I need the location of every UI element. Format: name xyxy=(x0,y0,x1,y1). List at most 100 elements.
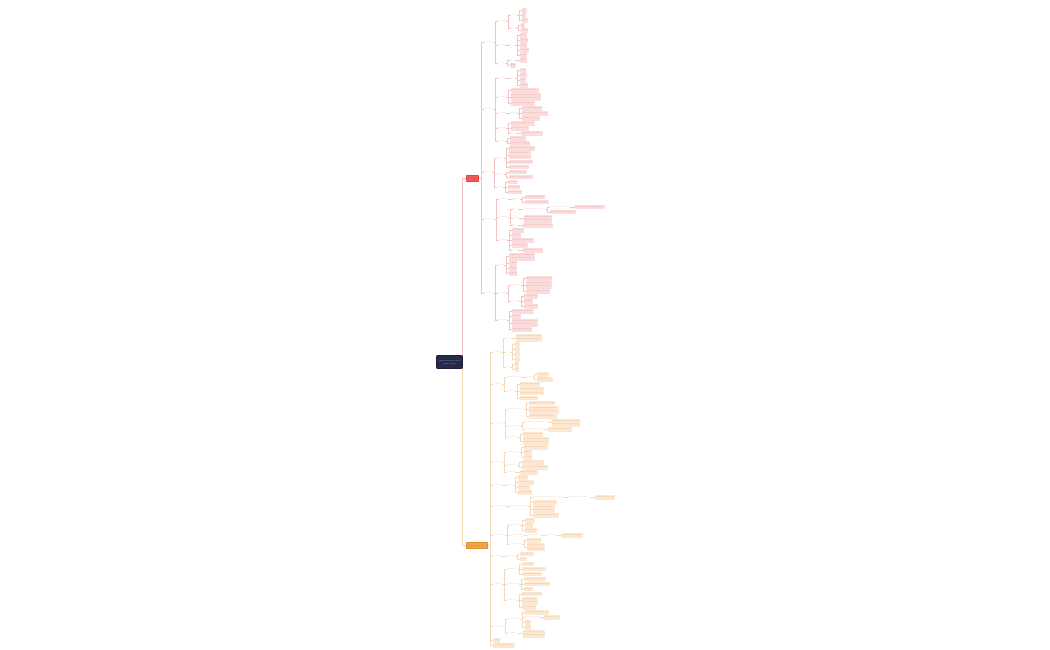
mind-node[interactable]: — — — xyxy=(507,470,515,474)
mind-node[interactable]: — — — xyxy=(508,435,516,439)
mind-leaf-node[interactable]: — — — xyxy=(509,266,517,271)
mind-leaf-node[interactable]: — — — — — xyxy=(508,189,522,195)
mind-leaf-node[interactable]: — — — — — — — — xyxy=(511,101,535,107)
mind-leaf-node[interactable]: — — — — — — — — — xyxy=(524,581,550,587)
mind-node[interactable]: — — — — — xyxy=(507,374,521,378)
mind-leaf-node[interactable]: — — — — — — — — xyxy=(525,199,549,205)
mind-node[interactable]: — — xyxy=(513,216,519,220)
mind-leaf-node[interactable]: — — — xyxy=(518,475,528,480)
mind-node[interactable]: — — xyxy=(506,364,509,370)
mind-node[interactable]: — — — — xyxy=(508,617,519,621)
mind-node[interactable]: — — xyxy=(507,482,513,486)
mind-leaf-node[interactable]: — — — — — — — — xyxy=(526,289,550,294)
mind-leaf-node[interactable]: — — xyxy=(493,638,500,643)
mind-node[interactable]: — — — xyxy=(484,290,492,294)
mind-leaf-node[interactable]: — — — — — — xyxy=(511,126,529,132)
mind-leaf-node[interactable]: — — — xyxy=(520,48,529,53)
mind-node[interactable]: — — — xyxy=(508,631,516,635)
mind-leaf-node[interactable]: — — — — — — — — xyxy=(533,500,557,505)
mind-leaf-node[interactable]: — — — — — — — — — — — — — — — xyxy=(523,629,545,638)
mind-node[interactable]: — — xyxy=(511,13,517,17)
mind-leaf-node[interactable]: — — — — — xyxy=(522,604,536,610)
mind-node[interactable]: — — xyxy=(513,197,519,201)
mind-leaf-node[interactable]: — — — — — — — — — xyxy=(522,465,548,470)
mind-node[interactable]: — — — xyxy=(484,170,492,174)
mind-node[interactable]: — — — — — xyxy=(508,407,522,411)
mind-node[interactable]: — — — xyxy=(493,482,501,486)
mind-leaf-node[interactable]: — — — — — — xyxy=(520,470,538,475)
mind-leaf-node[interactable]: — — — — — — — — — — xyxy=(523,222,553,228)
mind-leaf-node[interactable]: — — — — — xyxy=(524,294,538,299)
mind-leaf-node[interactable]: — — — — — xyxy=(518,480,534,485)
mind-node[interactable]: — — xyxy=(498,262,504,266)
mind-leaf-node[interactable]: — — — — — xyxy=(520,551,534,557)
mind-node[interactable]: — — — xyxy=(499,214,507,218)
mind-leaf-node[interactable]: — — — — xyxy=(508,184,520,190)
mind-node[interactable]: — — xyxy=(511,111,517,115)
mind-node[interactable]: — — — xyxy=(546,533,554,537)
mind-leaf-node[interactable]: — — — — — — — xyxy=(510,141,530,147)
mind-leaf-node[interactable]: — — xyxy=(520,73,527,78)
mind-leaf-node[interactable]: — — — — — — — xyxy=(522,591,542,597)
mind-leaf-node[interactable]: — — — — — — — xyxy=(522,571,542,577)
mind-node[interactable]: — — — xyxy=(498,318,506,322)
mind-node[interactable]: — — — — — — — xyxy=(523,207,543,211)
mind-node[interactable]: — — xyxy=(526,374,532,378)
mind-node[interactable]: — — — — — xyxy=(510,533,524,537)
mind-node[interactable]: — — xyxy=(513,222,516,228)
orange-branch-node[interactable]: ——— —— —— xyxy=(466,542,488,549)
mind-leaf-node[interactable]: — — — — — — — — — — — — — — — — — xyxy=(516,334,542,343)
mind-leaf-node[interactable]: — — — — — — — — — xyxy=(511,88,539,93)
mind-leaf-node[interactable]: — — — — — xyxy=(518,490,532,495)
mind-leaf-node[interactable]: — — — — — — — — xyxy=(509,159,533,165)
mind-node[interactable]: — — — xyxy=(507,389,515,392)
mind-node[interactable]: — — — xyxy=(498,94,506,98)
mind-leaf-node[interactable]: — — xyxy=(525,619,531,625)
mind-node[interactable]: — — — xyxy=(498,19,506,23)
mind-node[interactable]: — — — — — — — xyxy=(525,420,545,424)
central-topic-node[interactable]: —— ——— —— —— —— xyxy=(436,355,463,369)
mind-node[interactable]: — — xyxy=(497,172,503,176)
mind-leaf-node[interactable]: — — xyxy=(520,53,527,58)
mind-leaf-node[interactable]: — — — — — — — xyxy=(561,533,583,539)
mind-leaf-node[interactable]: — — xyxy=(515,352,520,358)
mind-leaf-node[interactable]: — — — xyxy=(509,271,517,276)
mind-node[interactable]: — — — — xyxy=(493,532,504,536)
mind-leaf-node[interactable]: — — — — — — — xyxy=(521,131,543,137)
mind-leaf-node[interactable]: — — xyxy=(520,68,526,73)
mind-node[interactable]: — — xyxy=(506,335,509,341)
mind-leaf-node[interactable]: — — — — — — xyxy=(520,395,538,401)
mind-leaf-node[interactable]: — — — — — — — xyxy=(523,247,543,253)
mind-leaf-node[interactable]: — — — — — — — xyxy=(524,576,546,582)
mind-leaf-node[interactable]: — — — xyxy=(525,518,535,524)
mind-node[interactable]: — — — — — — xyxy=(510,504,527,508)
mind-leaf-node[interactable]: — — — — — — — — — — — — — — — — — — — — xyxy=(511,93,541,102)
mind-node[interactable]: — — — xyxy=(507,462,515,466)
mind-leaf-node[interactable]: — — — — — — — xyxy=(512,309,534,314)
mind-leaf-node[interactable]: — — — — — — xyxy=(509,169,527,175)
mind-leaf-node[interactable]: — — — — — — — — xyxy=(522,566,546,572)
mind-node[interactable]: — — — — — — xyxy=(525,427,542,430)
mind-leaf-node[interactable]: — — xyxy=(522,8,527,13)
mind-leaf-node[interactable]: — — — — xyxy=(525,528,537,534)
mind-node[interactable]: — — — xyxy=(498,111,506,115)
mind-leaf-node[interactable]: — — — — — — — — — — — — xyxy=(527,543,545,552)
mind-leaf-node[interactable]: — — xyxy=(520,78,526,83)
mind-leaf-node[interactable]: — — — — — xyxy=(537,377,553,383)
mind-leaf-node[interactable]: — — — xyxy=(512,232,521,238)
mind-leaf-node[interactable]: — — — — — — — xyxy=(595,495,615,500)
mind-leaf-node[interactable]: — — — — — — — — — — — — — — — xyxy=(509,151,531,160)
mind-leaf-node[interactable]: — — — — — xyxy=(524,304,538,309)
mind-leaf-node[interactable]: — — — — — — — — — — — — — — — xyxy=(533,505,555,514)
mind-leaf-node[interactable]: — — — — — — — — — xyxy=(509,146,535,152)
mind-leaf-node[interactable]: — — — — — xyxy=(527,538,541,544)
mind-node[interactable]: — — — — xyxy=(529,533,540,537)
mind-leaf-node[interactable]: — — xyxy=(520,556,527,562)
mind-node[interactable]: — — — xyxy=(493,554,501,558)
mind-leaf-node[interactable]: — — — — — — — — — — — — — — — — — — — — xyxy=(529,405,559,414)
mind-node[interactable]: — — xyxy=(510,58,513,63)
mind-leaf-node[interactable]: — — — xyxy=(524,586,533,592)
mind-node[interactable]: — — — — — xyxy=(525,614,539,618)
mind-leaf-node[interactable]: — — xyxy=(515,342,520,348)
